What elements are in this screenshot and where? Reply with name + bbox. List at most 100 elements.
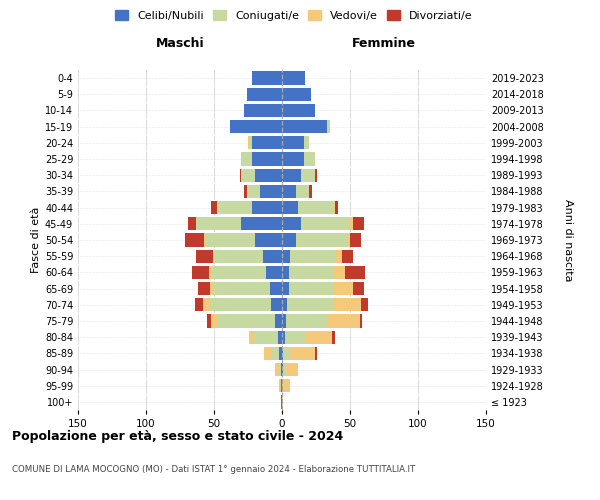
Bar xyxy=(282,120,327,134)
Bar xyxy=(214,250,263,263)
Bar xyxy=(350,234,361,246)
Bar xyxy=(353,282,364,295)
Bar xyxy=(286,314,327,328)
Bar xyxy=(260,185,282,198)
Bar xyxy=(334,266,344,279)
Bar xyxy=(266,266,282,279)
Bar xyxy=(209,266,211,279)
Bar xyxy=(283,379,290,392)
Bar xyxy=(263,250,282,263)
Bar xyxy=(282,298,287,312)
Bar xyxy=(353,217,364,230)
Bar xyxy=(244,104,282,117)
Bar xyxy=(217,314,275,328)
Bar xyxy=(344,266,365,279)
Bar xyxy=(282,88,311,101)
Bar xyxy=(342,250,353,263)
Bar xyxy=(253,330,278,344)
Bar xyxy=(271,346,279,360)
Bar xyxy=(207,314,211,328)
Bar xyxy=(327,314,359,328)
Bar xyxy=(282,363,283,376)
Bar xyxy=(361,298,368,312)
Legend: Celibi/Nubili, Coniugati/e, Vedovi/e, Divorziati/e: Celibi/Nubili, Coniugati/e, Vedovi/e, Di… xyxy=(111,6,477,25)
Bar xyxy=(332,330,335,344)
Bar xyxy=(285,330,307,344)
Bar xyxy=(335,250,342,263)
Bar xyxy=(196,217,241,230)
Bar xyxy=(283,363,286,376)
Bar xyxy=(244,185,247,198)
Bar xyxy=(307,330,332,344)
Text: Popolazione per età, sesso e stato civile - 2024: Popolazione per età, sesso e stato civil… xyxy=(12,430,343,443)
Bar xyxy=(188,217,196,230)
Bar xyxy=(281,363,282,376)
Bar xyxy=(334,298,361,312)
Bar xyxy=(304,152,314,166)
Bar xyxy=(271,298,282,312)
Bar xyxy=(282,72,305,85)
Bar xyxy=(289,282,334,295)
Bar xyxy=(286,363,298,376)
Bar xyxy=(210,298,271,312)
Bar xyxy=(282,266,289,279)
Bar xyxy=(230,120,282,134)
Bar xyxy=(282,330,285,344)
Bar xyxy=(282,282,289,295)
Bar xyxy=(205,234,206,246)
Text: Femmine: Femmine xyxy=(352,36,416,50)
Bar xyxy=(252,201,282,214)
Bar xyxy=(241,152,252,166)
Bar xyxy=(217,201,252,214)
Bar xyxy=(211,201,217,214)
Bar xyxy=(206,234,255,246)
Bar xyxy=(282,201,298,214)
Bar xyxy=(287,298,334,312)
Bar xyxy=(212,250,214,263)
Y-axis label: Anni di nascita: Anni di nascita xyxy=(563,198,573,281)
Bar xyxy=(296,234,347,246)
Bar xyxy=(298,201,334,214)
Bar xyxy=(275,363,279,376)
Bar xyxy=(282,185,296,198)
Bar xyxy=(255,168,282,182)
Bar xyxy=(289,266,334,279)
Bar xyxy=(301,217,350,230)
Bar xyxy=(282,396,283,408)
Bar xyxy=(196,250,212,263)
Bar xyxy=(334,282,353,295)
Y-axis label: Fasce di età: Fasce di età xyxy=(31,207,41,273)
Bar xyxy=(185,234,205,246)
Bar xyxy=(247,185,260,198)
Bar xyxy=(197,282,210,295)
Bar xyxy=(290,346,314,360)
Bar xyxy=(282,217,301,230)
Bar xyxy=(211,266,266,279)
Bar xyxy=(247,88,282,101)
Bar xyxy=(241,217,282,230)
Bar xyxy=(309,185,312,198)
Bar xyxy=(248,136,250,149)
Bar xyxy=(192,266,209,279)
Bar xyxy=(282,379,283,392)
Bar xyxy=(211,314,217,328)
Bar xyxy=(203,298,210,312)
Bar xyxy=(279,363,281,376)
Bar xyxy=(210,282,214,295)
Bar xyxy=(279,379,281,392)
Bar xyxy=(278,330,282,344)
Bar xyxy=(281,379,282,392)
Bar xyxy=(290,250,335,263)
Bar xyxy=(279,346,282,360)
Bar xyxy=(327,120,329,134)
Bar xyxy=(282,104,314,117)
Bar xyxy=(250,136,252,149)
Bar xyxy=(359,314,362,328)
Bar xyxy=(282,234,296,246)
Bar xyxy=(314,346,317,360)
Bar xyxy=(241,168,255,182)
Bar xyxy=(282,136,304,149)
Bar xyxy=(347,234,350,246)
Bar xyxy=(283,346,290,360)
Bar xyxy=(255,234,282,246)
